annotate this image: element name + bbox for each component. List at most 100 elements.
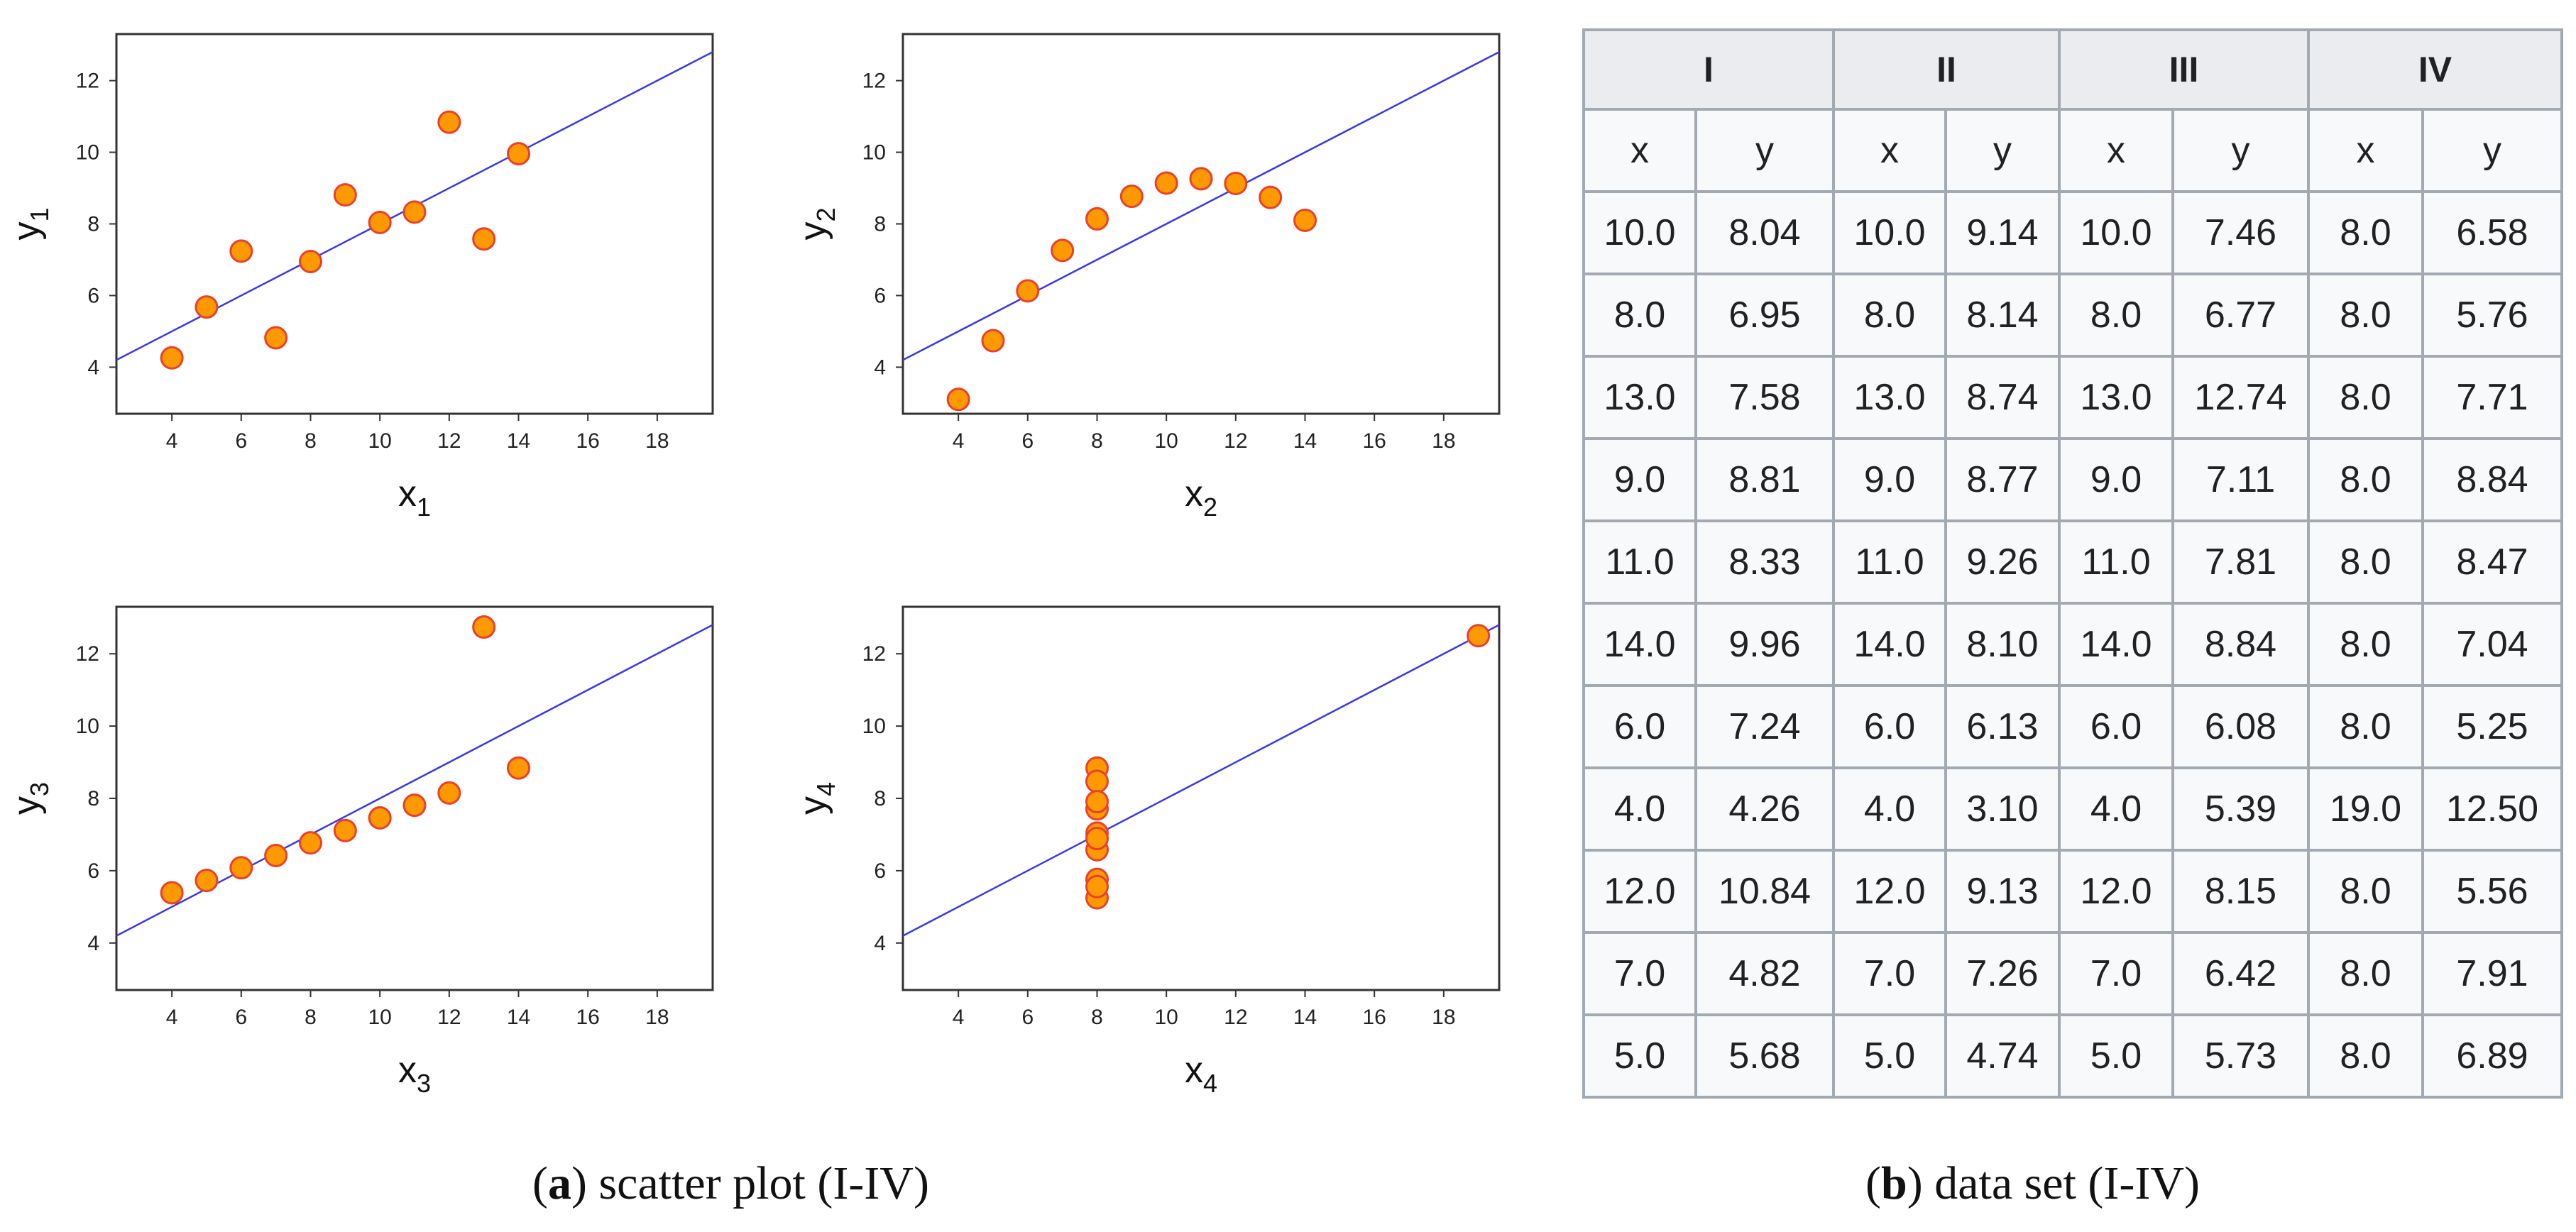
data-point: [1051, 238, 1075, 263]
table-cell: 8.0: [2307, 1013, 2424, 1099]
x-tick-label: 8: [305, 429, 317, 453]
data-point: [1085, 790, 1109, 814]
table-cell: 12.50: [2421, 766, 2563, 852]
table-row: 6.0 7.24 6.0 6.13 6.0 6.08 8.0 5.25: [1582, 684, 2563, 769]
data-point: [194, 869, 219, 893]
table-cell: 8.81: [1694, 437, 1835, 522]
data-point: [229, 239, 253, 263]
table-cell: 8.84: [2421, 437, 2563, 522]
column-header: x: [1832, 108, 1947, 193]
table-cell: 4.0: [2058, 766, 2174, 852]
x-tick-label: 14: [507, 1006, 530, 1029]
y-tick-label: 10: [76, 141, 99, 165]
data-point: [472, 615, 496, 639]
y-tick-label: 6: [87, 284, 99, 307]
caption-b: (b) data set (I-IV): [1865, 1157, 2200, 1209]
data-point: [472, 227, 496, 251]
table-cell: 9.0: [1582, 437, 1697, 522]
table-cell: 12.74: [2171, 355, 2310, 440]
x-tick-label: 10: [1154, 429, 1178, 453]
y-axis-label-sub: 4: [811, 782, 840, 796]
x-axis-label-main: x: [1185, 473, 1203, 515]
table-cell: 14.0: [1582, 602, 1697, 687]
y-axis-label-sub: 2: [811, 207, 840, 221]
table-cell: 11.0: [1832, 519, 1947, 605]
data-point: [368, 210, 392, 234]
table-cell: 6.08: [2171, 684, 2310, 769]
table-cell: 7.26: [1944, 931, 2061, 1016]
data-point: [368, 806, 392, 830]
y-tick-label: 4: [87, 356, 99, 379]
table-cell: 8.33: [1694, 519, 1835, 605]
table-cell: 8.0: [2307, 602, 2424, 687]
table-cell: 5.76: [2421, 273, 2563, 358]
table-cell: 6.77: [2171, 273, 2310, 358]
y-tick-label: 12: [862, 642, 886, 666]
x-tick-label: 6: [1021, 1006, 1034, 1029]
table-cell: 9.14: [1944, 190, 2061, 275]
x-tick-label: 18: [1432, 429, 1455, 453]
data-point: [264, 843, 288, 867]
plot-frame: [115, 33, 714, 415]
x-tick-label: 12: [1224, 1006, 1247, 1029]
regression-line: [902, 51, 1500, 361]
column-header: x: [2307, 108, 2424, 193]
y-tick-label: 8: [874, 213, 886, 236]
table-cell: 5.68: [1694, 1013, 1835, 1099]
table-cell: 8.0: [2307, 190, 2424, 275]
table-cell: 6.89: [2421, 1013, 2563, 1099]
table-cell: 12.0: [2058, 849, 2174, 934]
x-tick-label: 12: [437, 429, 461, 453]
table-cell: 8.0: [1582, 273, 1697, 358]
table-cell: 10.0: [2058, 190, 2174, 275]
table-row: 11.0 8.33 11.0 9.26 11.0 7.81 8.0 8.47: [1582, 519, 2563, 605]
data-point: [1293, 208, 1317, 232]
table-cell: 4.0: [1832, 766, 1947, 852]
table-cell: 8.0: [2307, 437, 2424, 522]
data-point: [1119, 185, 1144, 209]
y-tick-label: 10: [76, 715, 99, 738]
caption-a-letter: a: [547, 1157, 571, 1209]
data-point: [1085, 874, 1109, 898]
table-cell: 11.0: [1582, 519, 1697, 605]
x-axis-label-sub: 4: [1203, 1069, 1217, 1098]
table-cell: 4.0: [1582, 766, 1697, 852]
x-tick-label: 14: [1293, 1006, 1317, 1029]
table-cell: 5.56: [2421, 849, 2563, 934]
data-point: [333, 818, 357, 842]
data-point: [981, 329, 1005, 353]
table-cell: 6.58: [2421, 190, 2563, 275]
data-point: [1085, 207, 1109, 231]
table-cell: 7.71: [2421, 355, 2563, 440]
table-cell: 14.0: [2058, 602, 2174, 687]
table-cell: 9.26: [1944, 519, 2061, 605]
x-axis-label: x1: [398, 473, 431, 522]
plot-frame: [901, 33, 1501, 415]
column-header: y: [2421, 108, 2563, 193]
table-row: 9.0 8.81 9.0 8.77 9.0 7.11 8.0 8.84: [1582, 437, 2563, 522]
x-tick-label: 16: [1362, 1006, 1386, 1029]
table-cell: 8.10: [1944, 602, 2061, 687]
column-header: x: [2058, 108, 2174, 193]
x-axis-label-main: x: [398, 473, 417, 515]
group-header-III: III: [2058, 28, 2310, 111]
y-axis-label-sub: 3: [25, 782, 54, 796]
x-tick-label: 8: [1091, 1006, 1103, 1029]
y-axis-label: y3: [6, 782, 54, 815]
table-cell: 7.58: [1694, 355, 1835, 440]
caption-b-letter: b: [1880, 1157, 1907, 1209]
y-axis-label: y4: [792, 782, 840, 815]
y-axis-label-sub: 1: [25, 207, 54, 221]
table-cell: 5.0: [1582, 1013, 1697, 1099]
table-cell: 5.25: [2421, 684, 2563, 769]
table-cell: 9.0: [2058, 437, 2174, 522]
table-cell: 8.0: [2307, 355, 2424, 440]
y-tick-label: 8: [874, 787, 886, 810]
table-cell: 4.82: [1694, 931, 1835, 1016]
table-cell: 12.0: [1582, 849, 1697, 934]
data-point: [194, 295, 219, 319]
x-tick-label: 10: [1154, 1006, 1178, 1029]
table-row: 14.0 9.96 14.0 8.10 14.0 8.84 8.0 7.04: [1582, 602, 2563, 687]
table-cell: 8.0: [2307, 931, 2424, 1016]
table-cell: 8.0: [2307, 519, 2424, 605]
